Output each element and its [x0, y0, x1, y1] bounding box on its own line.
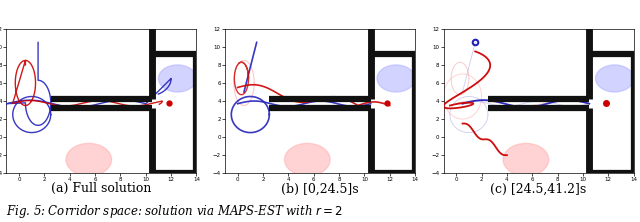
Circle shape — [377, 65, 415, 92]
Text: (a) Full solution: (a) Full solution — [51, 182, 152, 195]
Circle shape — [159, 65, 196, 92]
Circle shape — [503, 143, 548, 176]
Text: Fig. 5: Corridor space: solution via MAPS-EST with $r=2$: Fig. 5: Corridor space: solution via MAP… — [6, 203, 344, 220]
Circle shape — [285, 143, 330, 176]
Circle shape — [596, 65, 634, 92]
Text: (b) [0,24.5]s: (b) [0,24.5]s — [281, 182, 359, 195]
Circle shape — [66, 143, 111, 176]
Text: (c) [24.5,41.2]s: (c) [24.5,41.2]s — [490, 182, 587, 195]
